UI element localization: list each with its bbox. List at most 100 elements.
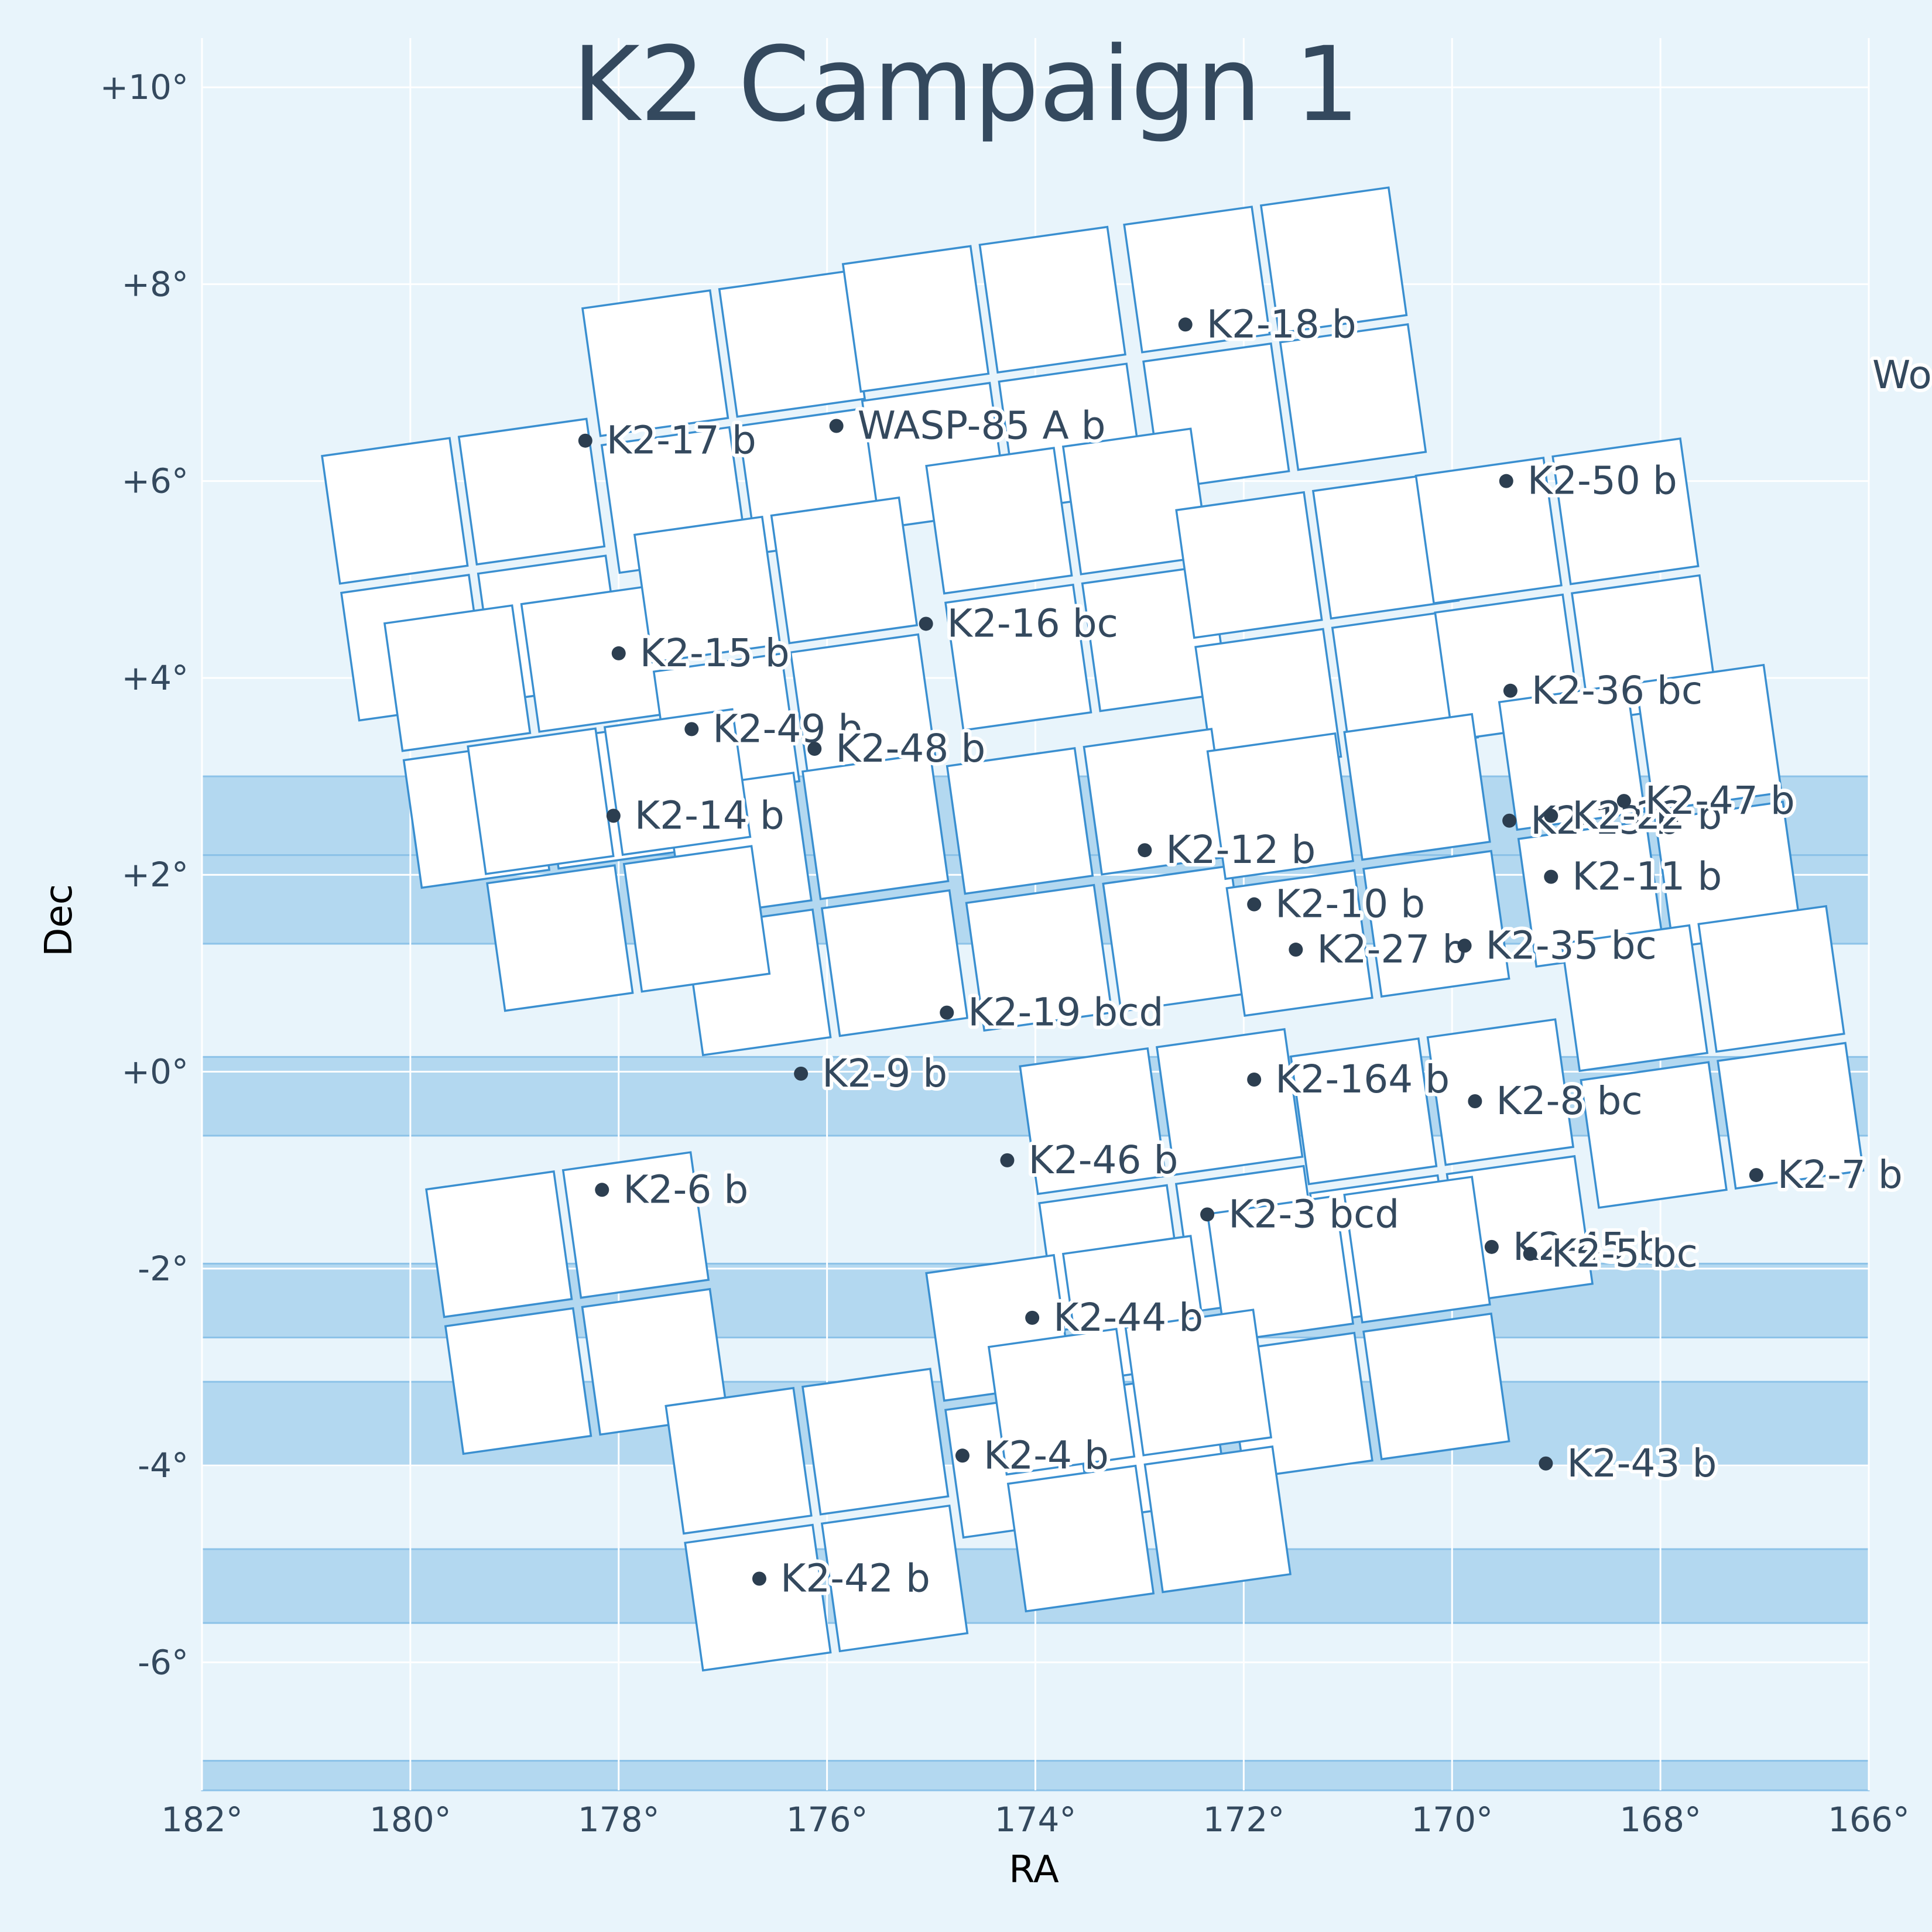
planet-point bbox=[752, 1571, 766, 1586]
ccd-channel bbox=[718, 270, 866, 418]
planet-label: K2-49 b bbox=[712, 706, 862, 751]
offscreen-label: Wo bbox=[1872, 352, 1932, 398]
ccd-channel bbox=[1635, 663, 1783, 812]
planet-label: K2-7 b bbox=[1777, 1152, 1903, 1197]
ccd-channel bbox=[622, 845, 771, 993]
planet-label: K2-36 bc bbox=[1532, 668, 1703, 713]
ccd-channel bbox=[987, 1328, 1136, 1476]
x-tick-label: 178° bbox=[578, 1800, 660, 1839]
planet-label: K2-50 b bbox=[1527, 458, 1677, 503]
planet-point bbox=[1749, 1168, 1763, 1183]
planet-label: K2-48 b bbox=[835, 726, 985, 771]
planet-label: K2-45 b bbox=[1513, 1224, 1663, 1269]
x-tick-label: 174° bbox=[995, 1800, 1077, 1839]
planet-label: K2-14 b bbox=[635, 793, 785, 838]
planet-point bbox=[1178, 317, 1193, 332]
planet-label: K2-5 bc bbox=[1551, 1231, 1698, 1276]
planet-point bbox=[794, 1066, 809, 1081]
ccd-channel bbox=[841, 245, 990, 393]
planet-point bbox=[1457, 938, 1472, 953]
planet-point bbox=[955, 1448, 970, 1463]
ccd-module bbox=[1560, 905, 1865, 1209]
planet-point bbox=[595, 1183, 609, 1197]
ccd-channel bbox=[633, 515, 782, 664]
ccd-channel bbox=[965, 883, 1114, 1032]
planet-label: K2-6 b bbox=[623, 1167, 748, 1212]
planet-point bbox=[807, 742, 822, 756]
ccd-channel bbox=[1019, 1047, 1167, 1195]
ccd-modules bbox=[321, 186, 1865, 1672]
ccd-channel bbox=[1343, 1176, 1491, 1324]
planet-point bbox=[1000, 1153, 1015, 1167]
planet-label: K2-47 b bbox=[1645, 778, 1795, 823]
planet-label: K2-12 b bbox=[1166, 827, 1316, 872]
ccd-channel bbox=[789, 633, 937, 782]
planet-point bbox=[1200, 1207, 1215, 1222]
planet-label: K2-18 b bbox=[1207, 302, 1356, 347]
planet-label: K2-19 bcd bbox=[968, 990, 1163, 1035]
y-tick-label: -2° bbox=[138, 1249, 189, 1289]
planet-point bbox=[1539, 1456, 1553, 1471]
ccd-channel bbox=[1580, 1061, 1728, 1209]
ccd-channel bbox=[1289, 1037, 1438, 1186]
planet-label: K2-9 b bbox=[822, 1051, 947, 1096]
ccd-channel bbox=[1225, 869, 1373, 1017]
ccd-channel bbox=[1175, 491, 1323, 639]
planet-point bbox=[829, 419, 844, 433]
y-tick-labels: +10° +8° +6° +4° +2° +0° -2° -4° -6° bbox=[100, 67, 189, 1682]
ccd-channel bbox=[1426, 1018, 1575, 1166]
ccd-module bbox=[1123, 186, 1427, 491]
planet-label: K2-15 b bbox=[640, 631, 790, 676]
ccd-module bbox=[946, 728, 1250, 1032]
planet-label: K2-44 b bbox=[1053, 1295, 1203, 1340]
ccd-channel bbox=[444, 1307, 592, 1455]
ccd-channel bbox=[467, 727, 615, 875]
planet-point bbox=[684, 722, 699, 737]
planet-point bbox=[1523, 1246, 1537, 1261]
planet-points: K2-18 b K2-17 b WASP-85 A b K2-50 b K2-16 bc… bbox=[578, 298, 1906, 1604]
planet-label: K2-42 b bbox=[780, 1556, 930, 1601]
planet-label: K2-16 bc bbox=[947, 601, 1118, 646]
ccd-channel bbox=[581, 289, 729, 437]
y-tick-label: +4° bbox=[122, 658, 189, 698]
y-tick-label: +6° bbox=[122, 461, 189, 501]
ccd-module bbox=[467, 708, 771, 1012]
planet-point bbox=[578, 433, 592, 448]
ccd-channel bbox=[1343, 712, 1491, 861]
ccd-channel bbox=[801, 752, 950, 900]
x-tick-label: 170° bbox=[1411, 1800, 1493, 1839]
ccd-channel bbox=[1123, 205, 1271, 354]
y-tick-label: +0° bbox=[122, 1052, 189, 1092]
ccd-module bbox=[664, 752, 969, 1057]
planet-point bbox=[1025, 1310, 1040, 1325]
x-tick-label: 172° bbox=[1203, 1800, 1285, 1839]
planet-label: K2-4 b bbox=[984, 1433, 1109, 1478]
ccd-channel bbox=[1259, 186, 1408, 334]
planet-point bbox=[919, 616, 933, 631]
ccd-channel bbox=[1124, 1308, 1273, 1457]
ccd-channel bbox=[1498, 683, 1646, 831]
planet-point bbox=[1544, 809, 1558, 823]
planet-label: K2-46 b bbox=[1028, 1138, 1178, 1183]
x-tick-label: 176° bbox=[786, 1800, 868, 1839]
planet-label: K2-35 bc bbox=[1486, 923, 1657, 968]
ccd-channel bbox=[1697, 905, 1845, 1053]
ccd-channel bbox=[486, 864, 634, 1012]
planet-point bbox=[1468, 1094, 1482, 1108]
planet-point bbox=[606, 809, 621, 823]
planet-point bbox=[1616, 794, 1631, 809]
ccd-channel bbox=[1006, 1464, 1155, 1613]
ccd-channel bbox=[1362, 849, 1510, 998]
planet-label: K2-27 b bbox=[1317, 927, 1467, 972]
planet-point bbox=[1247, 897, 1262, 912]
planet-label: K2-11 b bbox=[1572, 854, 1722, 899]
x-tick-label: 180° bbox=[369, 1800, 451, 1839]
ccd-channel bbox=[1362, 1312, 1510, 1461]
x-tick-label: 168° bbox=[1619, 1800, 1701, 1839]
x-tick-label: 166° bbox=[1828, 1800, 1910, 1839]
planet-label: WASP-85 A b bbox=[858, 403, 1106, 448]
chart-title: K2 Campaign 1 bbox=[572, 25, 1359, 145]
planet-point bbox=[1503, 683, 1517, 698]
ccd-channel bbox=[664, 1386, 813, 1535]
